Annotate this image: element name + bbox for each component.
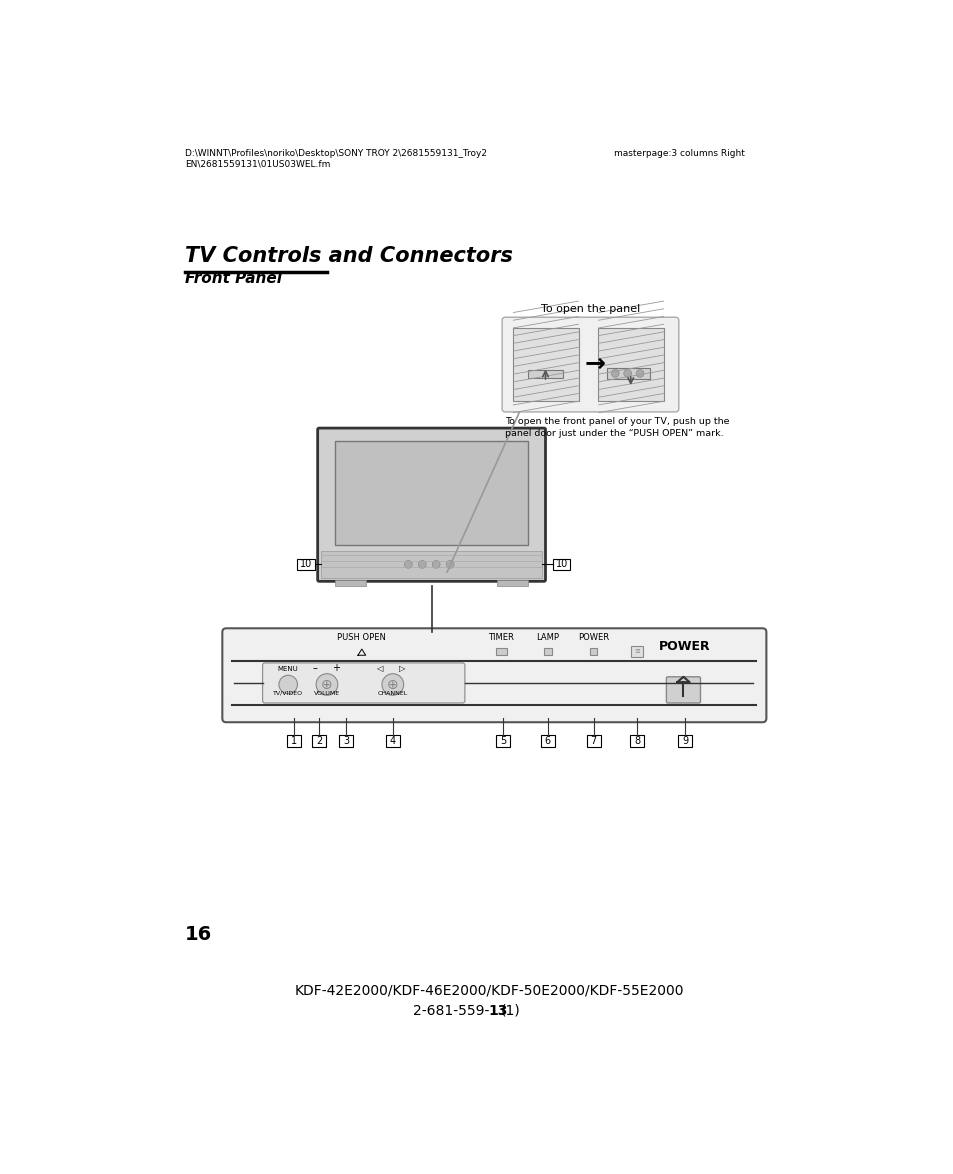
Text: 9: 9 (681, 736, 687, 747)
Bar (589, 648, 597, 655)
Bar (630, 646, 642, 656)
Text: 3: 3 (343, 736, 349, 747)
Circle shape (446, 560, 454, 568)
Text: ⊕: ⊕ (321, 677, 333, 691)
Text: ⊕: ⊕ (387, 677, 398, 691)
Text: +: + (332, 663, 340, 674)
Bar (540, 735, 555, 747)
Circle shape (418, 560, 426, 568)
Text: masterpage:3 columns Right: masterpage:3 columns Right (613, 149, 743, 158)
Text: –: – (313, 663, 317, 674)
Bar (598, 328, 663, 402)
Circle shape (636, 370, 643, 377)
Text: TV/VIDEO: TV/VIDEO (273, 690, 303, 695)
FancyBboxPatch shape (666, 676, 700, 703)
Text: POWER: POWER (659, 640, 710, 653)
Text: POWER: POWER (578, 633, 608, 642)
Circle shape (315, 674, 337, 695)
Bar (339, 735, 353, 747)
Bar (287, 735, 301, 747)
Bar (607, 367, 649, 379)
Text: To open the panel: To open the panel (540, 304, 639, 315)
Text: LAMP: LAMP (536, 633, 558, 642)
Circle shape (623, 370, 631, 377)
Text: D:\WINNT\Profiles\noriko\Desktop\SONY TROY 2\2681559131_Troy2: D:\WINNT\Profiles\noriko\Desktop\SONY TR… (185, 149, 487, 158)
Bar (496, 735, 509, 747)
Bar (385, 735, 399, 747)
FancyBboxPatch shape (262, 663, 464, 703)
Text: Front Panel: Front Panel (185, 271, 282, 286)
Text: 10: 10 (555, 559, 567, 569)
Text: 7: 7 (590, 736, 596, 747)
Text: (1): (1) (500, 1004, 519, 1018)
Circle shape (278, 675, 297, 694)
Text: 1: 1 (291, 736, 297, 747)
Text: TV Controls and Connectors: TV Controls and Connectors (185, 245, 513, 265)
Bar (629, 735, 643, 747)
Text: 13: 13 (488, 1004, 508, 1018)
Bar (297, 559, 314, 569)
Text: 5: 5 (499, 736, 505, 747)
Circle shape (381, 674, 403, 695)
Bar (513, 328, 578, 402)
Circle shape (432, 560, 439, 568)
Text: To open the front panel of your TV, push up the
panel door just under the “PUSH : To open the front panel of your TV, push… (505, 417, 729, 438)
Text: VOLUME: VOLUME (314, 690, 339, 695)
Text: 10: 10 (299, 559, 312, 569)
Text: PUSH OPEN: PUSH OPEN (337, 633, 386, 642)
Bar (497, 580, 528, 586)
Text: ◁: ◁ (375, 664, 382, 674)
Text: 2-681-559-: 2-681-559- (412, 1004, 488, 1018)
Bar (586, 735, 599, 747)
Text: 2: 2 (315, 736, 322, 747)
Text: EN\2681559131\01US03WEL.fm: EN\2681559131\01US03WEL.fm (185, 160, 330, 168)
Text: 4: 4 (390, 736, 395, 747)
Bar (553, 559, 570, 569)
Circle shape (404, 560, 412, 568)
Text: ▷: ▷ (398, 664, 405, 674)
Text: ≡: ≡ (634, 648, 639, 654)
Bar (312, 735, 326, 747)
Bar (528, 370, 562, 378)
Bar (320, 551, 542, 579)
FancyBboxPatch shape (317, 429, 545, 581)
Text: 16: 16 (185, 925, 213, 944)
Circle shape (611, 370, 618, 377)
Bar (335, 441, 528, 545)
FancyBboxPatch shape (501, 317, 679, 412)
Text: KDF-42E2000/KDF-46E2000/KDF-50E2000/KDF-55E2000: KDF-42E2000/KDF-46E2000/KDF-50E2000/KDF-… (294, 983, 683, 997)
Bar (543, 648, 551, 655)
FancyBboxPatch shape (222, 628, 765, 722)
Text: →: → (584, 352, 605, 376)
Text: 6: 6 (544, 736, 550, 747)
Text: MENU: MENU (277, 667, 298, 673)
Bar (496, 648, 506, 655)
Text: CHANNEL: CHANNEL (377, 690, 408, 695)
Bar (678, 735, 691, 747)
Text: TIMER: TIMER (488, 633, 514, 642)
Bar (335, 580, 365, 586)
Text: 8: 8 (633, 736, 639, 747)
